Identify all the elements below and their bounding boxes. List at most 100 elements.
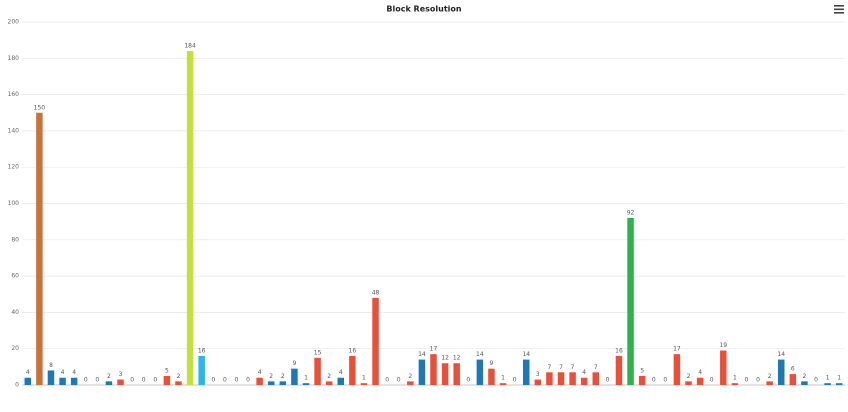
y-tick-label: 40	[11, 309, 19, 316]
bar	[47, 370, 55, 385]
bar	[778, 359, 785, 385]
data-label: 3	[536, 371, 540, 378]
data-label: 0	[130, 377, 134, 384]
y-tick-label: 120	[8, 164, 20, 171]
data-label: 150	[34, 104, 46, 111]
bar	[360, 383, 368, 385]
data-label: 1	[304, 375, 308, 382]
data-label: 0	[142, 377, 146, 384]
data-label: 5	[165, 367, 169, 374]
data-label: 2	[177, 373, 181, 380]
bar	[499, 383, 507, 385]
bar	[488, 368, 495, 385]
data-label: 7	[571, 364, 575, 371]
data-label: 12	[453, 355, 461, 362]
bar	[569, 372, 576, 385]
y-tick-label: 20	[11, 345, 19, 352]
bar	[685, 381, 692, 385]
data-label: 92	[627, 210, 635, 217]
bar	[36, 112, 43, 385]
data-label: 7	[594, 364, 598, 371]
bar	[418, 359, 426, 385]
bar	[198, 355, 205, 385]
data-label: 0	[235, 377, 239, 384]
data-label: 0	[710, 377, 714, 384]
bar	[59, 377, 66, 385]
data-label: 7	[559, 364, 563, 371]
menu-bar[interactable]	[834, 12, 844, 14]
data-label: 4	[72, 369, 76, 376]
bar	[314, 357, 321, 385]
data-label: 0	[814, 377, 818, 384]
menu-icon[interactable]	[834, 5, 844, 14]
data-label: 14	[777, 351, 785, 358]
bar	[256, 377, 263, 385]
data-label: 4	[698, 369, 702, 376]
bar	[337, 377, 345, 385]
data-label: 0	[211, 377, 215, 384]
data-label: 0	[84, 377, 88, 384]
bar	[824, 383, 831, 385]
data-label: 14	[476, 351, 484, 358]
data-label: 1	[826, 375, 830, 382]
data-label: 48	[372, 289, 380, 296]
data-label: 19	[719, 342, 727, 349]
bar	[441, 363, 449, 385]
y-tick-label: 160	[8, 91, 20, 98]
data-label: 0	[745, 377, 749, 384]
bar	[580, 377, 588, 385]
data-label: 14	[418, 351, 426, 358]
bar	[372, 297, 379, 385]
bar	[117, 379, 124, 385]
data-label: 9	[490, 360, 494, 367]
data-label: 17	[430, 346, 438, 353]
y-tick-label: 140	[8, 127, 20, 134]
data-label: 2	[107, 373, 111, 380]
data-label: 1	[362, 375, 366, 382]
bar	[70, 377, 78, 385]
bar	[163, 375, 171, 385]
bar	[835, 383, 843, 385]
bar	[105, 381, 113, 385]
data-label: 9	[292, 360, 296, 367]
data-label: 1	[501, 375, 505, 382]
data-label: 0	[466, 377, 470, 384]
bar	[557, 372, 565, 385]
bar	[267, 381, 275, 385]
data-label: 0	[756, 377, 760, 384]
data-label: 2	[281, 373, 285, 380]
data-label: 0	[663, 377, 667, 384]
data-label: 4	[26, 369, 30, 376]
data-label: 0	[223, 377, 227, 384]
bar	[302, 383, 310, 385]
bar	[453, 363, 460, 385]
data-label: 2	[269, 373, 273, 380]
chart-title: Block Resolution	[386, 5, 462, 14]
data-label: 3	[119, 371, 123, 378]
menu-bar[interactable]	[834, 5, 844, 7]
data-label: 14	[522, 351, 530, 358]
bar	[673, 354, 681, 385]
bar	[789, 374, 797, 385]
data-label: 8	[49, 362, 53, 369]
bar	[801, 381, 808, 385]
menu-bar[interactable]	[834, 8, 844, 11]
data-label: 16	[615, 347, 623, 354]
data-label: 6	[791, 366, 795, 373]
bar	[731, 383, 739, 385]
bar	[291, 368, 298, 385]
bar	[476, 359, 484, 385]
bar	[175, 381, 182, 385]
bar	[522, 359, 530, 385]
data-label: 5	[640, 367, 644, 374]
bar	[592, 372, 600, 385]
data-label: 184	[184, 43, 196, 50]
bar	[24, 377, 32, 385]
bar	[430, 354, 437, 385]
y-tick-label: 180	[8, 55, 20, 62]
bar	[325, 381, 333, 385]
data-label: 15	[314, 349, 322, 356]
bar	[279, 381, 287, 385]
bar	[766, 381, 773, 385]
